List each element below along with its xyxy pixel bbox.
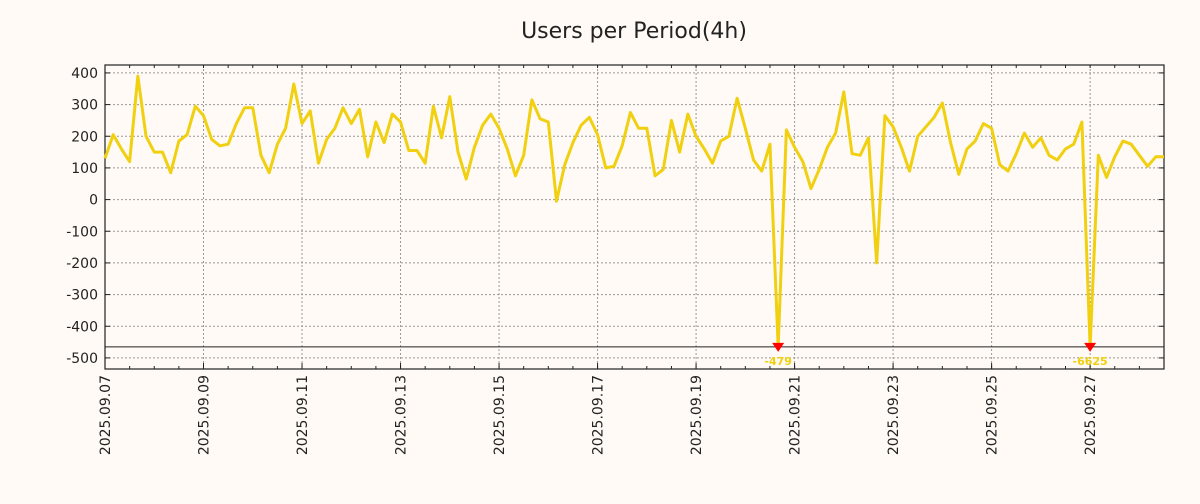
chart-title: Users per Period(4h)	[521, 19, 747, 44]
clipped-value-label: -6625	[1073, 355, 1108, 368]
clipped-value-label: -479	[764, 355, 792, 368]
x-tick-label: 2025.09.17	[591, 375, 607, 455]
y-tick-label: -500	[66, 351, 98, 367]
y-tick-label: -400	[66, 319, 98, 335]
x-tick-label: 2025.09.25	[985, 375, 1001, 455]
y-tick-label: 100	[71, 161, 98, 177]
y-tick-label: -100	[66, 224, 98, 240]
plot-frame	[104, 64, 1165, 370]
y-tick-label: -300	[66, 288, 98, 304]
series-line-users	[103, 74, 1164, 349]
y-tick-label: 200	[71, 129, 98, 145]
y-tick-label: 0	[89, 193, 98, 209]
x-tick-label: 2025.09.27	[1083, 375, 1099, 455]
x-tick-label: 2025.09.21	[788, 375, 804, 455]
x-tick-label: 2025.09.07	[98, 375, 114, 455]
x-tick-label: 2025.09.13	[394, 375, 410, 455]
clipped-value-marker	[772, 342, 785, 352]
x-tick-label: 2025.09.19	[689, 375, 705, 455]
x-tick-label: 2025.09.09	[197, 375, 213, 455]
x-tick-label: 2025.09.11	[295, 375, 311, 455]
y-tick-label: 300	[71, 98, 98, 114]
y-tick-label: -200	[66, 256, 98, 272]
x-tick-label: 2025.09.23	[886, 375, 902, 455]
clipped-value-marker	[1084, 342, 1097, 352]
y-tick-label: 400	[71, 66, 98, 82]
x-tick-label: 2025.09.15	[492, 375, 508, 455]
